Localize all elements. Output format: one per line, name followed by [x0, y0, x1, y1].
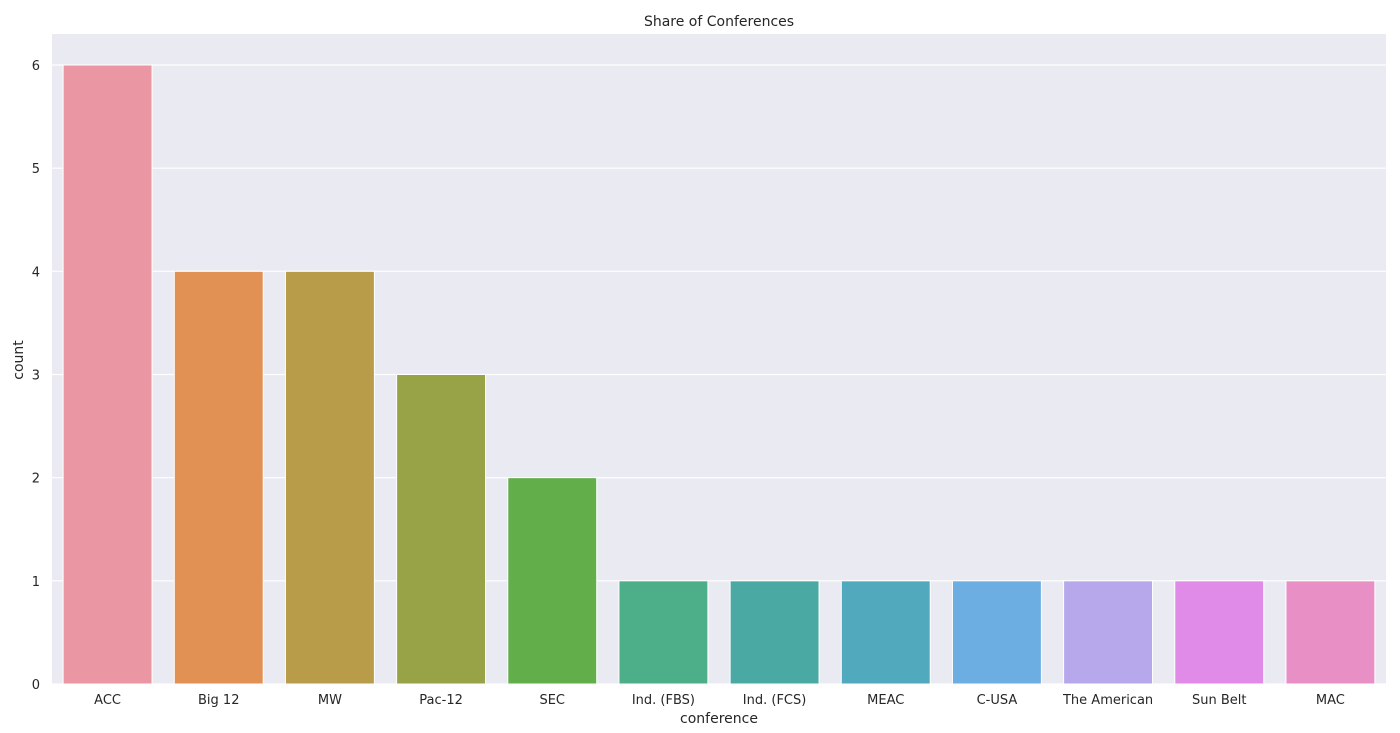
- bar-sun-belt: [1174, 580, 1265, 685]
- y-tick-label: 3: [32, 369, 40, 384]
- y-tick-label: 2: [32, 472, 40, 487]
- bar-ind-fbs: [618, 580, 709, 685]
- plot-area: [52, 34, 1386, 684]
- y-axis-label: count: [11, 340, 27, 380]
- bars: [62, 64, 1376, 685]
- x-tick-label: MEAC: [867, 693, 904, 708]
- x-tick-label: ACC: [94, 693, 121, 708]
- bar-mw: [284, 270, 375, 685]
- x-tick-label: Pac-12: [419, 693, 463, 708]
- y-tick-labels: 0 1 2 3 4 5 6: [32, 59, 40, 693]
- bar-sec: [507, 477, 598, 685]
- x-tick-label: The American: [1062, 693, 1153, 708]
- chart-title: Share of Conferences: [644, 14, 794, 30]
- x-tick-label: Big 12: [198, 693, 239, 708]
- bar-ind-fcs: [729, 580, 820, 685]
- x-tick-label: C-USA: [977, 693, 1018, 708]
- x-tick-label: Ind. (FBS): [632, 693, 695, 708]
- x-axis-label: conference: [680, 711, 758, 727]
- x-tick-label: Ind. (FCS): [743, 693, 807, 708]
- y-tick-label: 5: [32, 162, 40, 177]
- x-tick-label: Sun Belt: [1192, 693, 1247, 708]
- y-tick-label: 4: [32, 265, 40, 280]
- bar-mac: [1285, 580, 1376, 685]
- y-gridlines: [52, 64, 1386, 685]
- y-tick-label: 1: [32, 575, 40, 590]
- bar-c-usa: [951, 580, 1042, 685]
- x-tick-label: MW: [318, 693, 342, 708]
- y-tick-label: 6: [32, 59, 40, 74]
- x-tick-label: SEC: [539, 693, 565, 708]
- bar-big-12: [173, 270, 264, 685]
- bar-the-american: [1063, 580, 1154, 685]
- bar-pac-12: [396, 374, 487, 685]
- bar-acc: [62, 64, 153, 685]
- x-tick-labels: ACC Big 12 MW Pac-12 SEC Ind. (FBS) Ind. (FCS)…: [94, 693, 1345, 708]
- y-tick-label: 0: [32, 678, 40, 693]
- bar-meac: [840, 580, 931, 685]
- x-tick-label: MAC: [1316, 693, 1345, 708]
